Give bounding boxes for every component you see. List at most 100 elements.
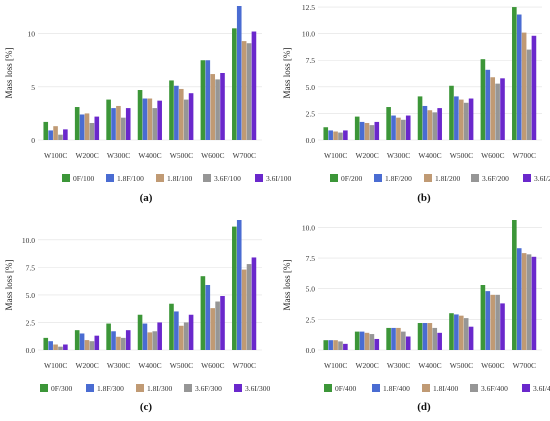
panel-2: 0.0 2.5 5.0 7.5 10.0 12.5 Mass loss [%] W100C W2…: [282, 3, 550, 204]
bar-3-6F-400-W400C: [432, 327, 438, 350]
y-tick-label: 7.5: [26, 263, 36, 272]
bar-3-6I-100-W700C: [251, 31, 257, 140]
bar-0F-200-W100C: [323, 127, 329, 140]
bar-3-6I-300-W300C: [125, 330, 131, 350]
bar-0F-100-W200C: [74, 107, 80, 140]
bar-0F-200-W600C: [480, 59, 486, 140]
y-axis-label: Mass loss [%]: [4, 259, 14, 310]
bar-3-6I-200-W100C: [343, 130, 348, 140]
bar-1-8I-300-W100C: [53, 344, 58, 350]
legend-swatch: [374, 174, 382, 182]
legend-label: 1.8I/200: [435, 174, 460, 183]
bar-3-6I-200-W300C: [405, 115, 411, 140]
x-tick-label: W300C: [387, 361, 410, 370]
x-tick-label: W100C: [44, 361, 67, 370]
legend-swatch: [330, 174, 338, 182]
bar-3-6I-100-W300C: [125, 108, 131, 140]
legend-label: 0F/300: [51, 384, 73, 393]
x-tick-label: W500C: [450, 361, 473, 370]
bar-0F-400-W300C: [386, 327, 391, 350]
bar-3-6F-300-W600C: [215, 301, 220, 350]
panel-label: (d): [417, 401, 431, 413]
bar-3-6F-100-W100C: [58, 134, 63, 140]
bar-1-8I-400-W500C: [458, 315, 464, 350]
y-tick-label: 0.0: [306, 346, 316, 355]
bar-1-8F-300-W300C: [111, 331, 116, 350]
bar-1-8I-200-W500C: [458, 99, 464, 140]
x-tick-label: W300C: [107, 151, 130, 160]
legend-swatch: [255, 174, 263, 182]
bar-1-8F-400-W700C: [516, 248, 522, 350]
bar-1-8F-100-W200C: [79, 114, 85, 140]
bar-3-6F-200-W200C: [369, 125, 375, 140]
bar-3-6I-100-W400C: [157, 100, 162, 140]
bar-0F-300-W200C: [74, 330, 80, 350]
bar-1-8I-100-W600C: [210, 74, 216, 140]
bar-0F-100-W700C: [232, 28, 237, 140]
bar-3-6I-400-W100C: [343, 343, 348, 350]
bar-1-8I-200-W400C: [427, 110, 433, 140]
bar-3-6I-300-W700C: [251, 257, 257, 350]
legend-label: 1.8F/300: [97, 384, 124, 393]
bar-3-6F-400-W100C: [338, 341, 343, 350]
x-tick-label: W200C: [75, 361, 98, 370]
bar-0F-300-W300C: [106, 323, 111, 350]
bar-3-6I-400-W600C: [500, 303, 505, 350]
bar-1-8F-200-W100C: [328, 130, 333, 140]
legend-label: 3.6F/100: [214, 174, 241, 183]
legend-label: 0F/400: [335, 384, 357, 393]
x-tick-label: W200C: [355, 361, 378, 370]
bar-3-6F-200-W500C: [463, 102, 469, 140]
bar-1-8F-100-W400C: [142, 98, 148, 140]
bar-1-8I-200-W700C: [521, 32, 527, 140]
bar-0F-400-W200C: [354, 331, 360, 350]
legend-swatch: [62, 174, 70, 182]
bar-1-8I-400-W300C: [396, 327, 401, 350]
bar-1-8I-100-W700C: [241, 41, 247, 140]
bar-3-6F-200-W400C: [432, 112, 438, 140]
y-tick-label: 10.0: [22, 236, 35, 245]
bar-3-6I-100-W600C: [220, 73, 225, 140]
legend-swatch: [372, 384, 380, 392]
legend-label: 3.6I/200: [534, 174, 550, 183]
y-tick-label: 10.0: [302, 30, 315, 39]
x-tick-label: W700C: [233, 151, 256, 160]
panel-label: (c): [140, 401, 153, 413]
bar-3-6F-300-W500C: [183, 322, 189, 350]
x-tick-label: W500C: [170, 151, 193, 160]
bar-1-8I-400-W100C: [333, 340, 338, 350]
bar-0F-200-W700C: [512, 7, 517, 140]
bar-3-6F-200-W300C: [401, 119, 406, 140]
legend-label: 3.6F/200: [482, 174, 509, 183]
x-tick-label: W700C: [513, 151, 536, 160]
bar-1-8I-100-W300C: [116, 105, 121, 140]
bar-0F-400-W700C: [512, 220, 517, 350]
bar-1-8F-300-W100C: [48, 341, 53, 350]
bar-0F-300-W600C: [200, 276, 206, 350]
bar-3-6F-400-W300C: [401, 331, 406, 350]
bar-0F-400-W500C: [449, 313, 454, 350]
bar-1-8F-400-W200C: [359, 331, 365, 350]
bar-1-8I-300-W200C: [84, 340, 90, 350]
bar-1-8I-300-W600C: [210, 308, 216, 350]
bar-3-6F-300-W300C: [121, 337, 126, 350]
bar-1-8I-100-W500C: [178, 88, 184, 140]
bar-1-8F-300-W700C: [236, 220, 242, 350]
x-tick-label: W400C: [138, 361, 161, 370]
bar-0F-200-W300C: [386, 107, 391, 140]
bar-3-6I-200-W400C: [437, 108, 442, 140]
legend-label: 3.6I/300: [245, 384, 270, 393]
bar-0F-100-W600C: [200, 60, 206, 140]
y-tick-label: 5.0: [26, 291, 36, 300]
bar-3-6I-300-W500C: [188, 314, 194, 350]
bar-0F-300-W700C: [232, 226, 237, 350]
bar-1-8F-400-W600C: [485, 291, 491, 350]
y-tick-label: 2.5: [26, 318, 36, 327]
x-tick-label: W300C: [387, 151, 410, 160]
legend-swatch: [523, 174, 531, 182]
bar-3-6F-300-W200C: [89, 341, 95, 350]
legend-swatch: [86, 384, 94, 392]
bar-3-6I-300-W600C: [220, 296, 225, 350]
y-tick-label: 5: [31, 83, 35, 92]
